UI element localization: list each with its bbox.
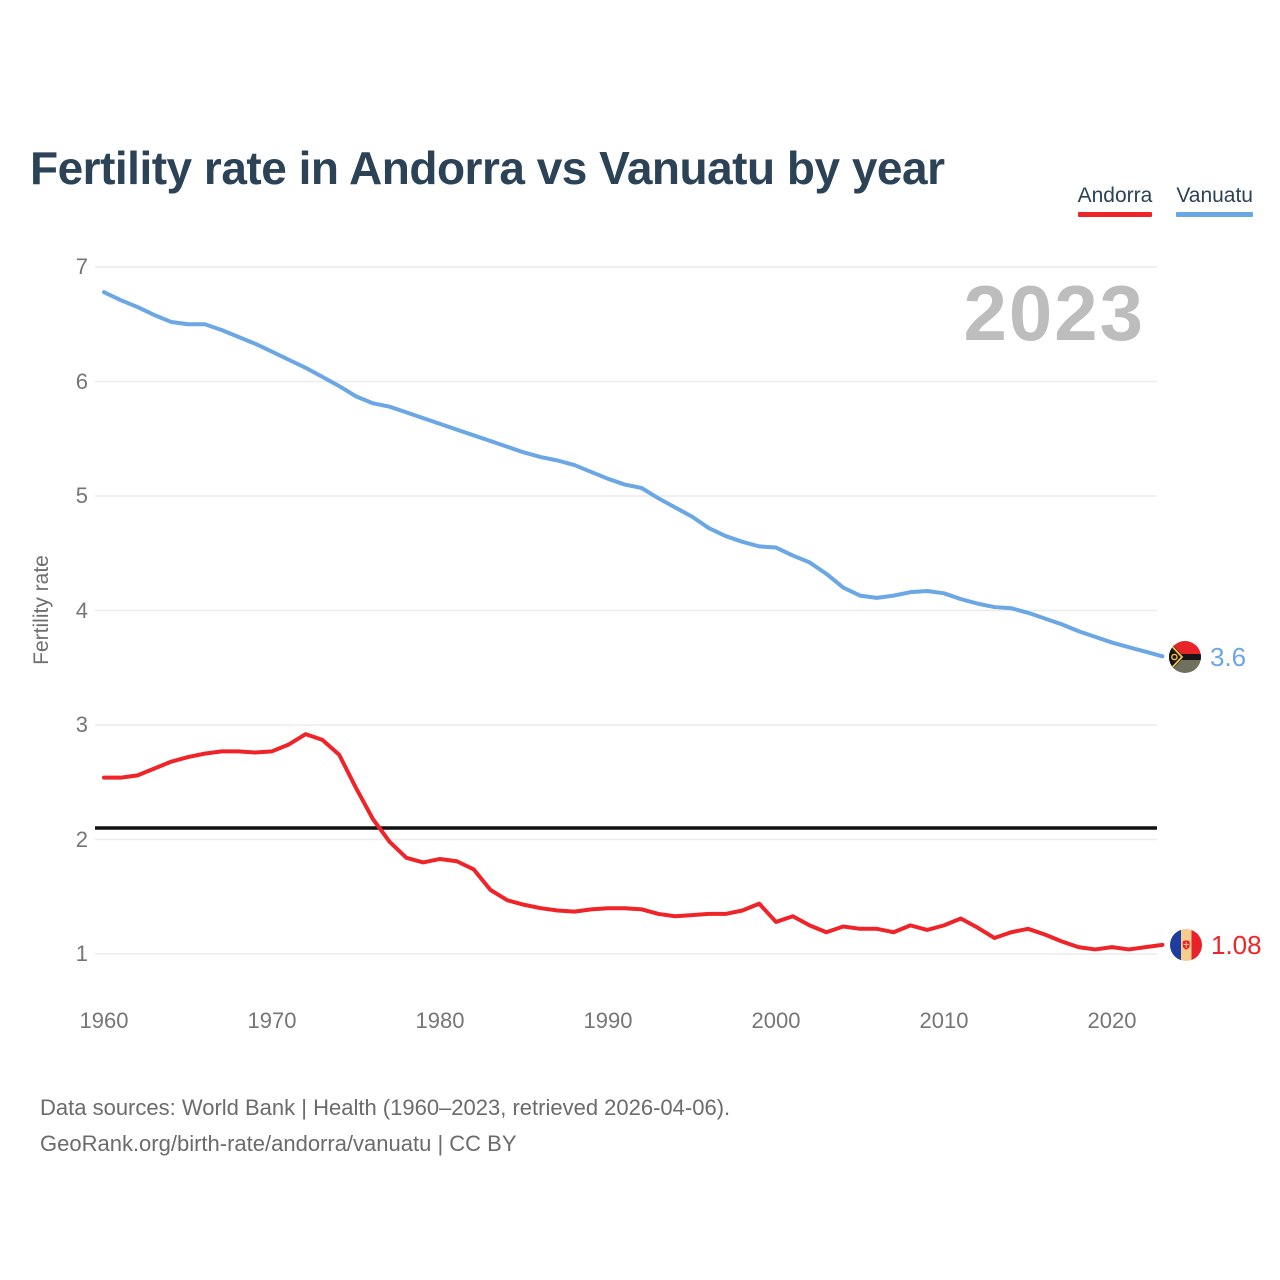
legend: Andorra Vanuatu — [1077, 184, 1253, 217]
legend-label: Andorra — [1077, 184, 1153, 207]
x-tick-label: 1970 — [247, 1008, 297, 1033]
y-tick-label: 6 — [75, 368, 88, 394]
x-tick-label: 1960 — [79, 1008, 129, 1033]
x-tick-label: 2000 — [751, 1008, 801, 1033]
page-title: Fertility rate in Andorra vs Vanuatu by … — [30, 141, 945, 194]
end-label-andorra: 1.08 — [1169, 928, 1262, 962]
y-tick-label: 2 — [75, 826, 88, 852]
legend-item-vanuatu[interactable]: Vanuatu — [1176, 184, 1253, 217]
x-tick-label: 2010 — [919, 1008, 969, 1033]
x-tick-label: 1980 — [415, 1008, 465, 1033]
legend-color-swatch — [1176, 212, 1253, 217]
y-tick-label: 1 — [75, 941, 88, 966]
y-tick-label: 7 — [75, 254, 88, 279]
x-tick-label: 1990 — [583, 1008, 633, 1033]
y-tick-label: 3 — [75, 712, 88, 737]
vanuatu-flag-icon — [1169, 641, 1201, 673]
legend-item-andorra[interactable]: Andorra — [1077, 184, 1153, 217]
x-tick-label: 2020 — [1087, 1008, 1137, 1033]
source-url-line: GeoRank.org/birth-rate/andorra/vanuatu |… — [40, 1131, 517, 1156]
legend-label: Vanuatu — [1176, 184, 1253, 207]
watermark-year: 2023 — [963, 269, 1145, 357]
y-tick-label: 4 — [75, 597, 88, 623]
end-value-andorra: 1.08 — [1211, 929, 1262, 960]
end-value-vanuatu: 3.6 — [1210, 641, 1247, 672]
legend-color-swatch — [1077, 212, 1153, 217]
end-label-vanuatu: 3.6 — [1168, 640, 1246, 674]
source-attribution: Data sources: World Bank | Health (1960–… — [40, 1090, 730, 1162]
y-tick-label: 5 — [75, 483, 88, 508]
source-line: Data sources: World Bank | Health (1960–… — [40, 1095, 731, 1120]
andorra-flag-icon — [1170, 929, 1202, 961]
series-line-vanuatu — [102, 290, 1165, 659]
series-line-andorra — [102, 732, 1165, 952]
